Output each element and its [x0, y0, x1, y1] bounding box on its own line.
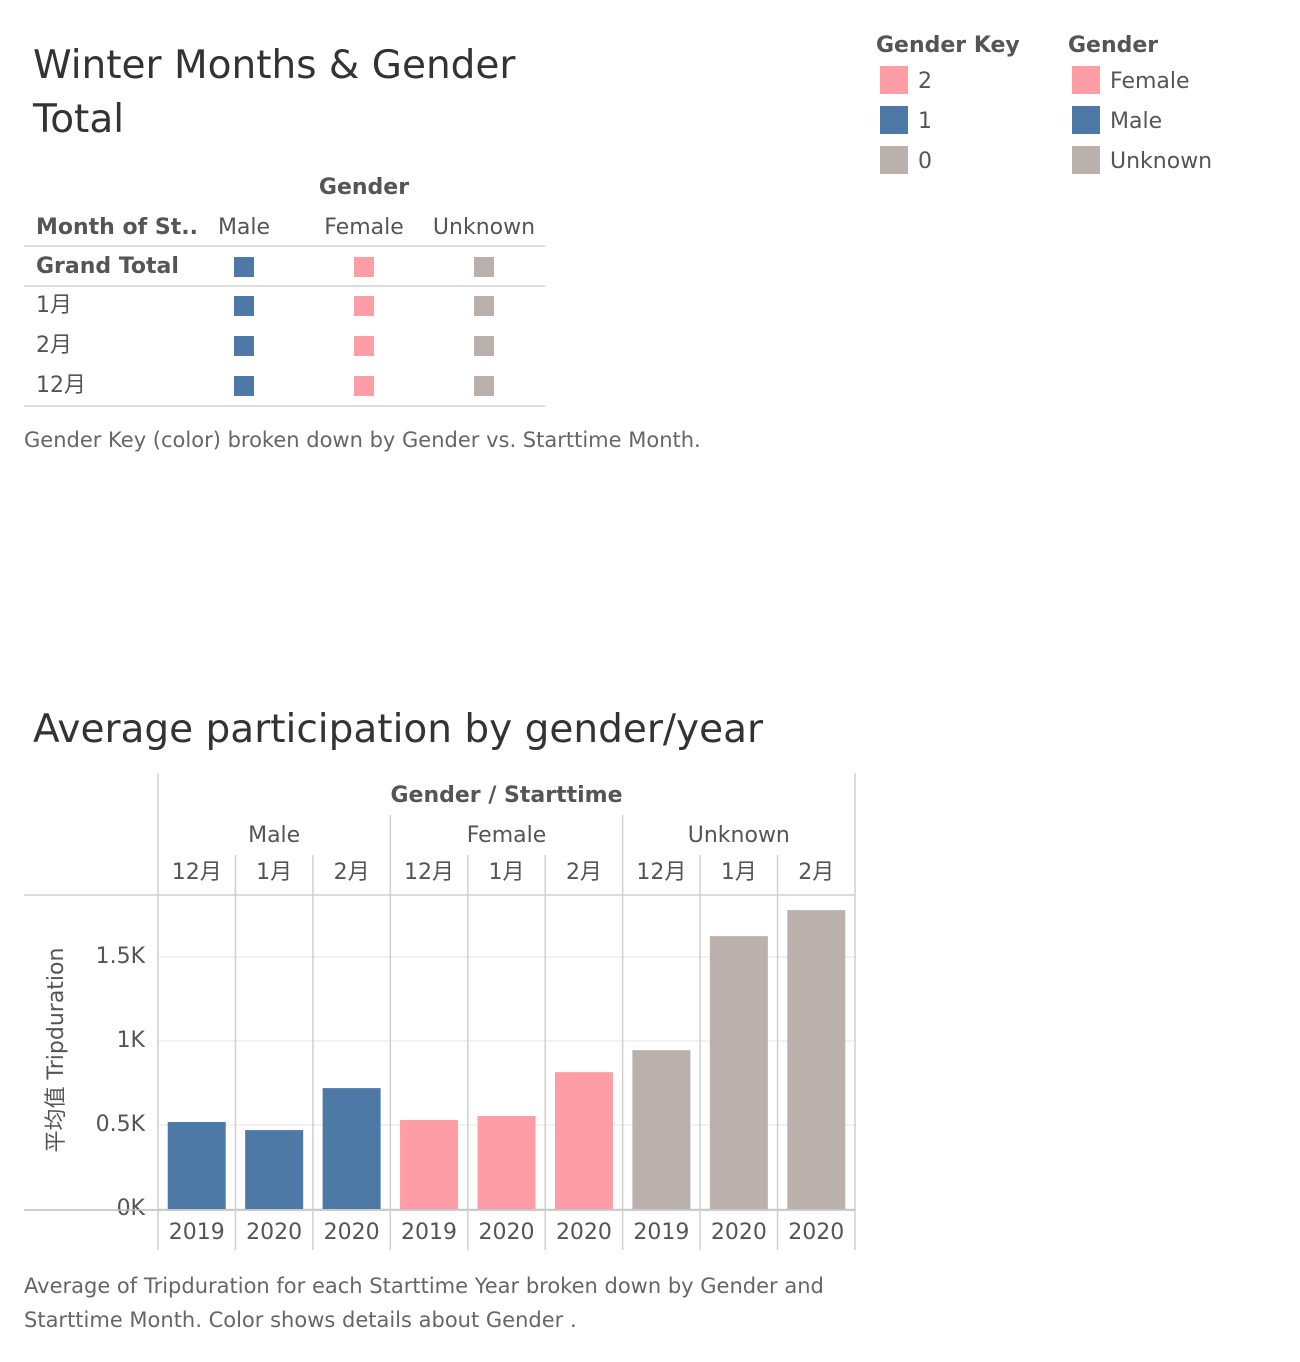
legend-label: 2 [918, 69, 932, 94]
legend-swatch [880, 106, 908, 134]
year-label: 2019 [401, 1220, 457, 1245]
cell-mark [234, 296, 254, 316]
legend-swatch [1072, 106, 1100, 134]
cell-mark [354, 257, 374, 277]
cell-mark [234, 376, 254, 396]
year-label: 2020 [479, 1220, 535, 1245]
y-tick-label: 1.5K [96, 944, 146, 969]
year-label: 2019 [169, 1220, 225, 1245]
column-label: Male [218, 215, 270, 240]
month-label: 2月 [566, 860, 602, 885]
legend-swatch [1072, 66, 1100, 94]
chart-title: Average participation by gender/year [33, 707, 764, 752]
bar [245, 1130, 304, 1209]
table-title: Winter Months & Gender Total [33, 43, 516, 142]
y-axis-title: 平均值 Tripduration [44, 948, 69, 1153]
cell-mark [474, 336, 494, 356]
bar [477, 1115, 536, 1209]
y-tick-label: 0.5K [96, 1112, 146, 1137]
legend-swatch [1072, 146, 1100, 174]
bar [709, 936, 768, 1209]
legend-label: Unknown [1110, 149, 1212, 174]
month-label: 2月 [798, 860, 834, 885]
year-label: 2020 [556, 1220, 612, 1245]
cell-mark [474, 296, 494, 316]
year-label: 2020 [711, 1220, 767, 1245]
cell-mark [354, 376, 374, 396]
month-label: 12月 [636, 860, 686, 885]
y-tick-label: 0K [117, 1196, 146, 1221]
y-tick-label: 1K [117, 1028, 146, 1053]
bar [554, 1072, 613, 1209]
month-label: 2月 [334, 860, 370, 885]
row-label: 2月 [36, 333, 72, 358]
column-label: Female [324, 215, 404, 240]
cell-mark [354, 336, 374, 356]
group-label: Female [467, 823, 547, 848]
chart-caption: Average of Tripduration for each Startti… [24, 1274, 824, 1332]
legend-swatch [880, 66, 908, 94]
bar [322, 1088, 381, 1209]
legend-title: Gender Key [876, 33, 1020, 58]
year-label: 2020 [788, 1220, 844, 1245]
legend-label: Female [1110, 69, 1190, 94]
legend-label: 1 [918, 109, 932, 134]
cell-mark [234, 257, 254, 277]
legend-label: 0 [918, 149, 932, 174]
legend-label: Male [1110, 109, 1162, 134]
bar [787, 910, 846, 1209]
column-header: Gender [319, 175, 409, 200]
year-label: 2020 [324, 1220, 380, 1245]
month-label: 1月 [256, 860, 292, 885]
row-label: 1月 [36, 293, 72, 318]
column-label: Unknown [433, 215, 535, 240]
year-label: 2020 [246, 1220, 302, 1245]
month-label: 12月 [404, 860, 454, 885]
bar [400, 1120, 459, 1209]
table-caption: Gender Key (color) broken down by Gender… [24, 428, 701, 452]
cell-mark [234, 336, 254, 356]
month-label: 1月 [721, 860, 757, 885]
row-header: Month of St.. [36, 215, 198, 240]
header: Gender / Starttime [391, 783, 623, 808]
bar [632, 1050, 691, 1209]
cell-mark [474, 376, 494, 396]
cell-mark [474, 257, 494, 277]
bar [167, 1122, 226, 1209]
row-label: Grand Total [36, 254, 179, 279]
year-label: 2019 [633, 1220, 689, 1245]
legend-swatch [880, 146, 908, 174]
legend-title: Gender [1068, 33, 1158, 58]
cell-mark [354, 296, 374, 316]
month-label: 1月 [489, 860, 525, 885]
group-label: Unknown [688, 823, 790, 848]
row-label: 12月 [36, 373, 86, 398]
month-label: 12月 [172, 860, 222, 885]
group-label: Male [248, 823, 300, 848]
